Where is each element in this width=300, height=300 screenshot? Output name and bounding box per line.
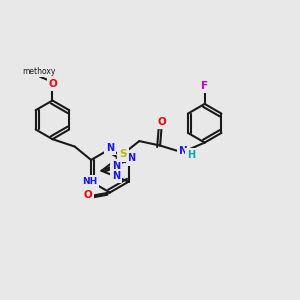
Text: N: N — [112, 171, 120, 181]
Text: methoxy: methoxy — [22, 67, 55, 76]
Text: O: O — [83, 190, 92, 200]
Text: NH: NH — [82, 177, 97, 186]
Text: N: N — [128, 154, 136, 164]
Text: N: N — [112, 160, 120, 171]
Text: O: O — [49, 79, 58, 88]
Text: O: O — [157, 117, 166, 127]
Text: N: N — [179, 146, 188, 157]
Text: H: H — [187, 150, 195, 160]
Text: F: F — [201, 81, 208, 91]
Text: N: N — [106, 143, 114, 153]
Text: S: S — [119, 149, 127, 160]
